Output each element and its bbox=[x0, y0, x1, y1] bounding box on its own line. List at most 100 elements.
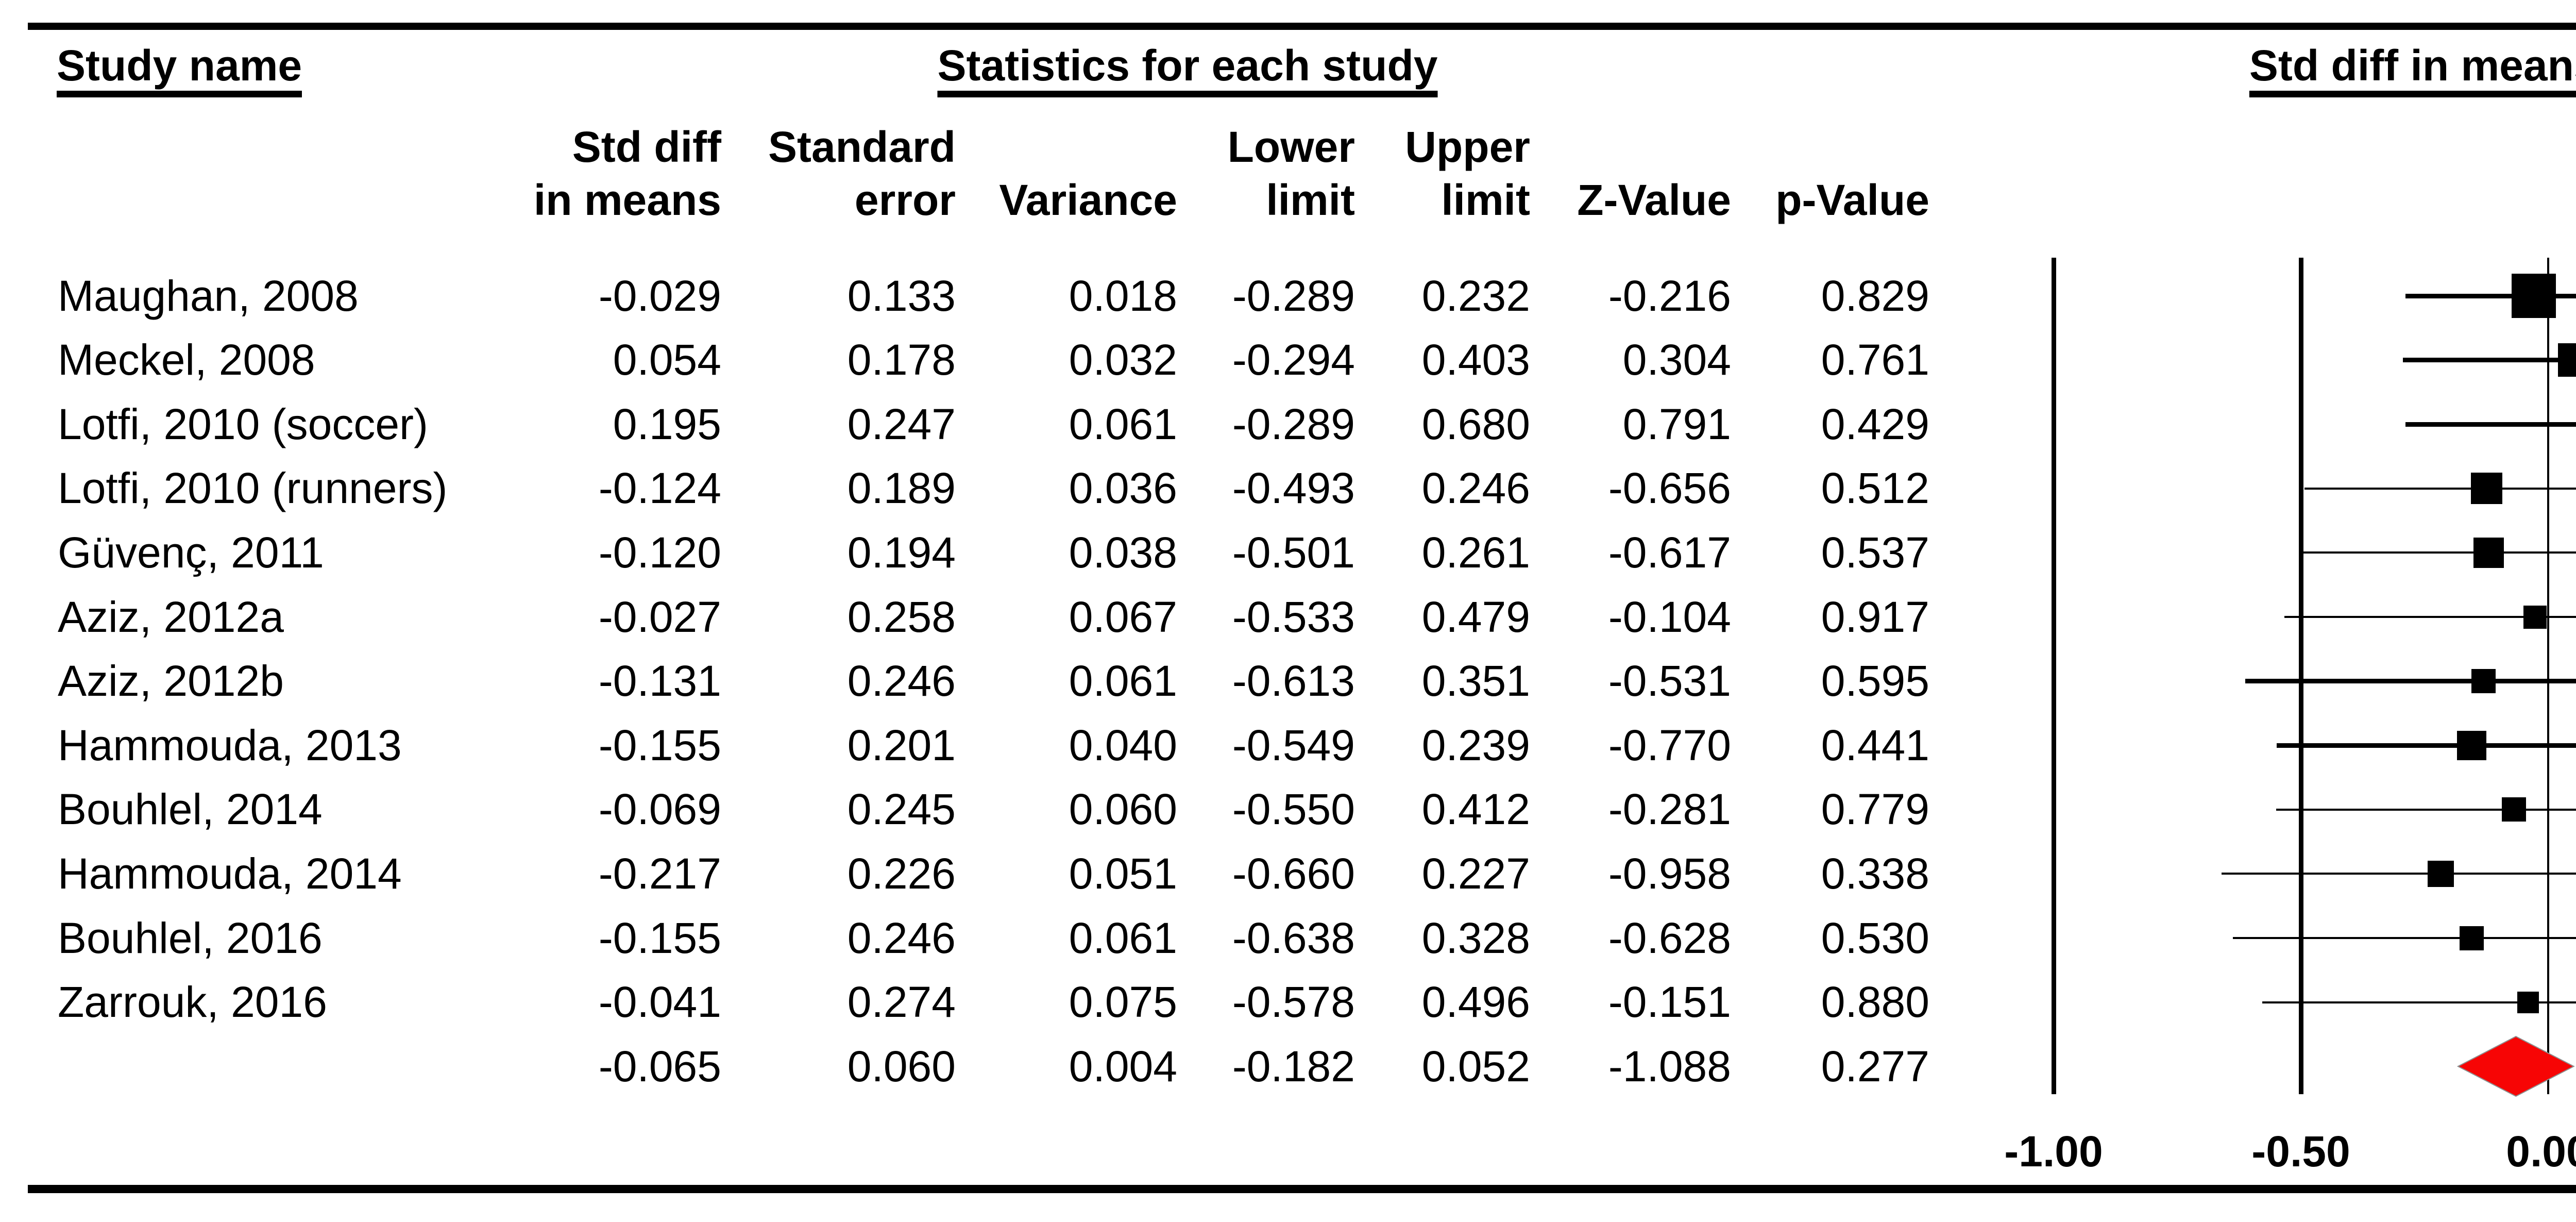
z-value-value: -0.656 bbox=[1608, 464, 1731, 513]
study-row: Maughan, 2008 -0.029 0.133 0.018 -0.289 0.232… bbox=[0, 264, 1973, 328]
effect-square bbox=[2502, 797, 2527, 822]
p-value-value: 0.441 bbox=[1821, 721, 1929, 769]
study-row: Meckel, 2008 0.054 0.178 0.032 -0.294 0.403 0.… bbox=[0, 328, 1973, 392]
ci-line bbox=[2304, 487, 2576, 490]
ci-line bbox=[2284, 616, 2576, 618]
lower-limit-value: -0.638 bbox=[1232, 913, 1355, 962]
lower-limit-value: -0.493 bbox=[1232, 464, 1355, 513]
variance-value: 0.075 bbox=[1069, 978, 1177, 1027]
ci-line bbox=[2276, 808, 2576, 811]
p-value-value: 0.917 bbox=[1821, 592, 1929, 641]
upper-limit-value: 0.680 bbox=[1421, 399, 1530, 448]
variance-value: 0.036 bbox=[1069, 464, 1177, 513]
upper-limit-value: 0.227 bbox=[1421, 849, 1530, 898]
gridline-0.00 bbox=[2547, 258, 2549, 1094]
variance-value: 0.067 bbox=[1069, 592, 1177, 641]
col-header-p-value: p-Value bbox=[1775, 176, 1929, 224]
upper-limit-value: 0.496 bbox=[1421, 978, 1530, 1027]
study-name: Zarrouk, 2016 bbox=[58, 978, 327, 1027]
p-value-value: 0.512 bbox=[1821, 464, 1929, 513]
p-value-value: 0.595 bbox=[1821, 657, 1929, 706]
col-header-variance: Variance bbox=[999, 176, 1177, 224]
x-tick-label: -1.00 bbox=[2004, 1127, 2103, 1176]
effect-square bbox=[2471, 669, 2496, 694]
study-row: Aziz, 2012a -0.027 0.258 0.067 -0.533 0.479 -0… bbox=[0, 585, 1973, 649]
variance-value: 0.032 bbox=[1069, 336, 1177, 384]
col-header-z-value: Z-Value bbox=[1577, 176, 1731, 224]
standard-error-value: 0.246 bbox=[847, 657, 956, 706]
study-row: Hammouda, 2014 -0.217 0.226 0.051 -0.660 0.22… bbox=[0, 842, 1973, 906]
study-name: Maughan, 2008 bbox=[58, 271, 359, 320]
z-value-value: 0.304 bbox=[1622, 336, 1731, 384]
statistics-header: Statistics for each study bbox=[937, 44, 1438, 97]
study-row: Bouhlel, 2014 -0.069 0.245 0.060 -0.550 0.412… bbox=[0, 777, 1973, 842]
std-diff-in-means-value: -0.029 bbox=[598, 271, 721, 320]
p-value-value: 0.779 bbox=[1821, 785, 1929, 834]
lower-limit-value: -0.578 bbox=[1232, 978, 1355, 1027]
std-diff-in-means-value: 0.195 bbox=[613, 399, 721, 448]
variance-value: 0.040 bbox=[1069, 721, 1177, 769]
ci-line bbox=[2262, 1001, 2576, 1003]
ci-line bbox=[2405, 293, 2576, 298]
gridline--1.00 bbox=[2051, 258, 2056, 1094]
standard-error-value: 0.133 bbox=[847, 271, 956, 320]
z-value-value: -1.088 bbox=[1608, 1042, 1731, 1091]
standard-error-value: 0.245 bbox=[847, 785, 956, 834]
x-tick-label: -0.50 bbox=[2251, 1127, 2350, 1176]
p-value-value: 0.277 bbox=[1821, 1042, 1929, 1091]
p-value-value: 0.429 bbox=[1821, 399, 1929, 448]
z-value-value: -0.216 bbox=[1608, 271, 1731, 320]
ci-line bbox=[2245, 679, 2576, 684]
lower-limit-value: -0.501 bbox=[1232, 528, 1355, 577]
z-value-value: -0.151 bbox=[1608, 978, 1731, 1027]
effect-square bbox=[2456, 730, 2486, 760]
standard-error-value: 0.226 bbox=[847, 849, 956, 898]
variance-value: 0.051 bbox=[1069, 849, 1177, 898]
effect-square bbox=[2517, 991, 2539, 1013]
overall-row: -0.065 0.060 0.004 -0.182 0.052 -1.088 0.277 bbox=[0, 1034, 1973, 1099]
p-value-value: 0.537 bbox=[1821, 528, 1929, 577]
ci-line bbox=[2222, 873, 2576, 875]
z-value-value: -0.531 bbox=[1608, 657, 1731, 706]
z-value-value: -0.770 bbox=[1608, 721, 1731, 769]
p-value-value: 0.338 bbox=[1821, 849, 1929, 898]
ci-line bbox=[2300, 551, 2576, 554]
overall-diamond-shape bbox=[2457, 1036, 2575, 1097]
std-diff-in-means-value: -0.041 bbox=[598, 978, 721, 1027]
upper-limit-value: 0.239 bbox=[1421, 721, 1530, 769]
overall-diamond bbox=[2457, 1036, 2575, 1097]
p-value-value: 0.530 bbox=[1821, 913, 1929, 962]
upper-limit-value: 0.479 bbox=[1421, 592, 1530, 641]
std-diff-in-means-value: -0.027 bbox=[598, 592, 721, 641]
study-row: Güvenç, 2011 -0.120 0.194 0.038 -0.501 0.261 -… bbox=[0, 521, 1973, 585]
study-name: Meckel, 2008 bbox=[58, 336, 315, 384]
z-value-value: -0.617 bbox=[1608, 528, 1731, 577]
std-diff-in-means-value: -0.065 bbox=[598, 1042, 721, 1091]
lower-limit-value: -0.550 bbox=[1232, 785, 1355, 834]
standard-error-value: 0.189 bbox=[847, 464, 956, 513]
z-value-value: -0.281 bbox=[1608, 785, 1731, 834]
std-diff-in-means-value: -0.069 bbox=[598, 785, 721, 834]
lower-limit-value: -0.613 bbox=[1232, 657, 1355, 706]
standard-error-value: 0.194 bbox=[847, 528, 956, 577]
p-value-value: 0.829 bbox=[1821, 271, 1929, 320]
standard-error-value: 0.258 bbox=[847, 592, 956, 641]
std-diff-in-means-value: -0.124 bbox=[598, 464, 721, 513]
std-diff-in-means-value: -0.131 bbox=[598, 657, 721, 706]
bottom-rule bbox=[28, 1185, 2576, 1193]
lower-limit-value: -0.549 bbox=[1232, 721, 1355, 769]
z-value-value: 0.791 bbox=[1622, 399, 1731, 448]
study-name: Lotfi, 2010 (runners) bbox=[58, 464, 448, 513]
study-name: Hammouda, 2014 bbox=[58, 849, 402, 898]
std-diff-in-means-value: -0.155 bbox=[598, 913, 721, 962]
study-name-header: Study name bbox=[57, 44, 302, 97]
upper-limit-value: 0.052 bbox=[1421, 1042, 1530, 1091]
effect-square bbox=[2471, 473, 2503, 505]
col-header-lower-limit: Lower limit bbox=[1227, 123, 1355, 224]
effect-square bbox=[2428, 860, 2454, 887]
study-name: Aziz, 2012b bbox=[58, 657, 284, 706]
lower-limit-value: -0.182 bbox=[1232, 1042, 1355, 1091]
study-row: Aziz, 2012b -0.131 0.246 0.061 -0.613 0.351 -0… bbox=[0, 649, 1973, 713]
effect-square bbox=[2523, 605, 2547, 629]
p-value-value: 0.880 bbox=[1821, 978, 1929, 1027]
